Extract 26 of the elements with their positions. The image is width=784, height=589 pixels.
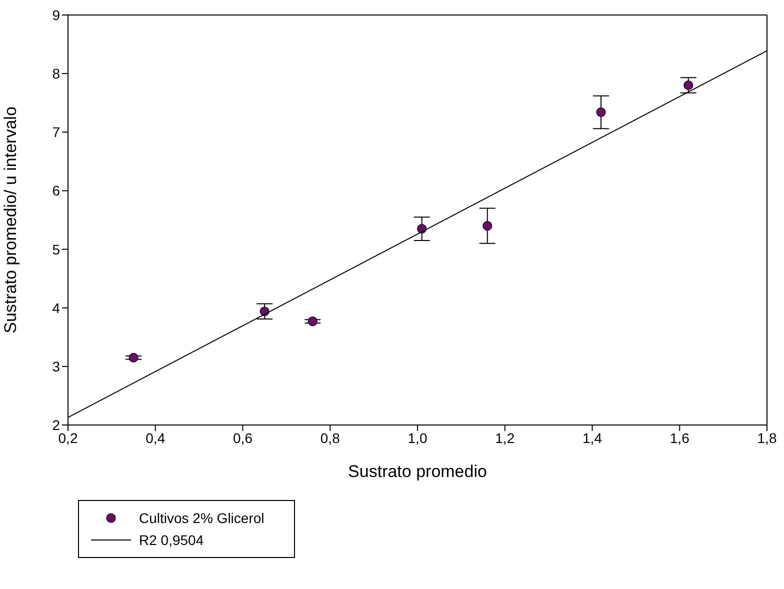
legend-label: Cultivos 2% Glicerol — [139, 510, 264, 526]
y-tick-label: 2 — [52, 416, 60, 433]
x-tick-label: 1,4 — [582, 430, 602, 446]
x-tick-label: 1,2 — [495, 430, 515, 446]
point — [684, 80, 694, 90]
y-tick-label: 3 — [52, 358, 60, 374]
y-tick-label: 6 — [52, 182, 60, 199]
y-tick-label: 5 — [52, 241, 60, 258]
x-axis-title: Sustrato promedio — [348, 462, 487, 481]
y-tick-label: 9 — [52, 6, 60, 23]
x-tick-label: 0,2 — [58, 430, 78, 446]
x-tick-label: 0,8 — [320, 430, 340, 446]
point — [308, 316, 318, 326]
y-tick-label: 8 — [52, 66, 60, 82]
legend-label: R2 0,9504 — [139, 532, 204, 548]
y-tick-label: 4 — [52, 300, 60, 316]
point — [482, 221, 492, 231]
x-tick-label: 1,8 — [757, 430, 777, 446]
x-tick-label: 0,4 — [146, 430, 166, 446]
x-tick-label: 1,6 — [670, 430, 690, 446]
y-axis-title: Sustrato promedio/ u intervalo — [1, 106, 20, 334]
x-tick-label: 0,6 — [233, 430, 253, 446]
x-tick-label: 1,0 — [408, 430, 428, 446]
point — [128, 352, 138, 362]
y-tick-label: 7 — [52, 124, 60, 140]
point — [596, 107, 606, 118]
